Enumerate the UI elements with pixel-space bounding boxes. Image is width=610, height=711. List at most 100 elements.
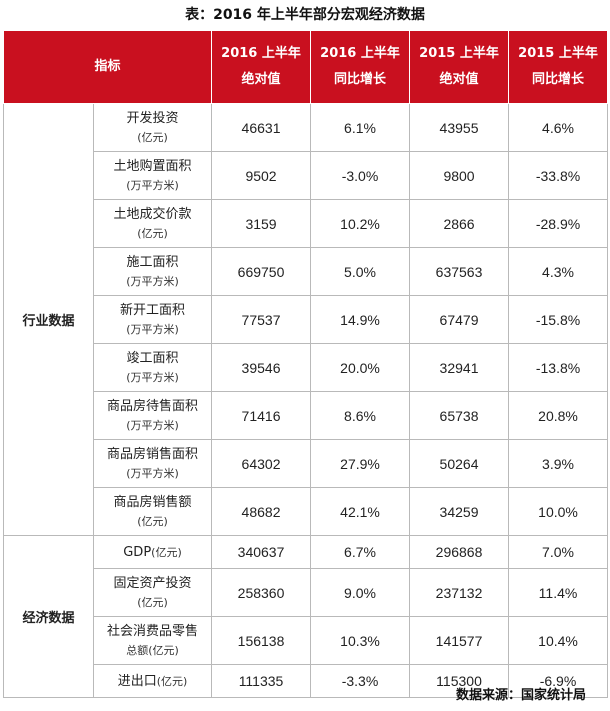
indicator-unit: (万平方米) bbox=[126, 466, 179, 480]
value-cell-g2015: 20.8% bbox=[508, 391, 609, 440]
value-cell-g2016: 27.9% bbox=[310, 439, 411, 488]
indicator-cell: 固定资产投资 (亿元) bbox=[92, 568, 213, 617]
value-cell-g2015: 3.9% bbox=[508, 439, 609, 488]
value-cell-v2015: 50264 bbox=[409, 439, 510, 488]
table-row: 固定资产投资 (亿元) 258360 9.0% 237132 11.4% bbox=[4, 568, 609, 617]
table-row: 新开工面积 (万平方米) 77537 14.9% 67479 -15.8% bbox=[4, 295, 609, 344]
table-body: 行业数据 开发投资 (亿元) 46631 6.1% 43955 4.6% 土地购置面积 (万平方… bbox=[3, 103, 609, 698]
indicator-unit: (万平方米) bbox=[126, 418, 179, 432]
header-indicator: 指标 bbox=[2, 30, 213, 104]
value-cell-g2015: -13.8% bbox=[508, 343, 609, 392]
table-row: 土地成交价款 (亿元) 3159 10.2% 2866 -28.9% bbox=[4, 199, 609, 248]
header-2015-growth: 2015 上半年 同比增长 bbox=[508, 30, 609, 104]
indicator-name: 固定资产投资 bbox=[113, 575, 192, 591]
indicator-unit: (亿元) bbox=[137, 130, 168, 144]
value-cell-v2015: 34259 bbox=[409, 487, 510, 536]
indicator-unit: (万平方米) bbox=[126, 178, 179, 192]
indicator-cell: 土地购置面积 (万平方米) bbox=[92, 151, 213, 200]
value-cell-g2016: 5.0% bbox=[310, 247, 411, 296]
indicator-name: 商品房销售面积 bbox=[107, 446, 199, 462]
value-cell-v2016: 156138 bbox=[211, 616, 312, 665]
value-cell-g2016: 8.6% bbox=[310, 391, 411, 440]
indicator-name: 土地购置面积 bbox=[113, 158, 192, 174]
table-row: 竣工面积 (万平方米) 39546 20.0% 32941 -13.8% bbox=[4, 343, 609, 392]
value-cell-v2016: 258360 bbox=[211, 568, 312, 617]
table-row: 社会消费品零售 总额(亿元) 156138 10.3% 141577 10.4% bbox=[4, 616, 609, 665]
table-row: 施工面积 (万平方米) 669750 5.0% 637563 4.3% bbox=[4, 247, 609, 296]
value-cell-v2016: 48682 bbox=[211, 487, 312, 536]
value-cell-v2016: 340637 bbox=[211, 535, 312, 569]
value-cell-v2015: 637563 bbox=[409, 247, 510, 296]
indicator-cell: 商品房销售面积 (万平方米) bbox=[92, 439, 213, 488]
header-2015-absolute: 2015 上半年 绝对值 bbox=[409, 30, 510, 104]
value-cell-v2015: 141577 bbox=[409, 616, 510, 665]
indicator-name: 进出口 bbox=[117, 673, 157, 689]
indicator-unit: (亿元) bbox=[156, 674, 188, 688]
value-cell-g2016: 42.1% bbox=[310, 487, 411, 536]
indicator-unit: (万平方米) bbox=[126, 322, 179, 336]
indicator-unit: (亿元) bbox=[137, 595, 168, 609]
value-cell-g2016: 9.0% bbox=[310, 568, 411, 617]
indicator-name: 施工面积 bbox=[126, 254, 179, 270]
indicator-cell: 竣工面积 (万平方米) bbox=[92, 343, 213, 392]
table-row: 经济数据 GDP(亿元) 340637 6.7% 296868 7.0% bbox=[3, 535, 609, 698]
value-cell-g2016: 6.7% bbox=[310, 535, 411, 569]
value-cell-v2016: 39546 bbox=[211, 343, 312, 392]
indicator-name: 开发投资 bbox=[126, 110, 179, 126]
indicator-unit: (亿元) bbox=[137, 226, 168, 240]
value-cell-g2016: 20.0% bbox=[310, 343, 411, 392]
value-cell-g2016: 6.1% bbox=[310, 103, 411, 152]
indicator-cell: 进出口(亿元) bbox=[92, 664, 213, 698]
indicator-cell: GDP(亿元) bbox=[92, 535, 213, 569]
value-cell-v2016: 77537 bbox=[211, 295, 312, 344]
value-cell-g2015: 10.0% bbox=[508, 487, 609, 536]
indicator-cell: 施工面积 (万平方米) bbox=[92, 247, 213, 296]
group-label-industry: 行业数据 bbox=[3, 103, 94, 536]
indicator-name: 新开工面积 bbox=[120, 302, 186, 318]
value-cell-v2015: 67479 bbox=[409, 295, 510, 344]
indicator-name: 商品房待售面积 bbox=[107, 398, 199, 414]
value-cell-g2015: 11.4% bbox=[508, 568, 609, 617]
value-cell-v2016: 71416 bbox=[211, 391, 312, 440]
value-cell-v2016: 111335 bbox=[211, 664, 312, 698]
table-row: 商品房销售面积 (万平方米) 64302 27.9% 50264 3.9% bbox=[4, 439, 609, 488]
value-cell-v2015: 115300 bbox=[409, 664, 510, 698]
header-row: 指标 2016 上半年 绝对值 2016 上半年 同比增长 2015 上半年 绝… bbox=[2, 30, 609, 104]
value-cell-g2015: 7.0% bbox=[508, 535, 609, 569]
value-cell-v2015: 9800 bbox=[409, 151, 510, 200]
indicator-name: 商品房销售额 bbox=[113, 494, 192, 510]
macro-data-table: 指标 2016 上半年 绝对值 2016 上半年 同比增长 2015 上半年 绝… bbox=[2, 30, 609, 698]
table-row: 商品房销售额 (亿元) 48682 42.1% 34259 10.0% bbox=[4, 487, 609, 536]
group-label-economy: 经济数据 bbox=[3, 535, 94, 698]
value-cell-g2015: -6.9% bbox=[508, 664, 609, 698]
table-row: 商品房待售面积 (万平方米) 71416 8.6% 65738 20.8% bbox=[4, 391, 609, 440]
header-line: 绝对值 bbox=[241, 72, 281, 87]
header-line: 绝对值 bbox=[439, 72, 479, 87]
table-title: 表：2016 年上半年部分宏观经济数据 bbox=[185, 7, 425, 23]
table-row: 进出口(亿元) 111335 -3.3% 115300 -6.9% bbox=[4, 664, 609, 698]
indicator-cell: 社会消费品零售 总额(亿元) bbox=[92, 616, 213, 665]
value-cell-g2015: -28.9% bbox=[508, 199, 609, 248]
indicator-unit: (万平方米) bbox=[126, 274, 179, 288]
header-line: 2015 上半年 bbox=[518, 46, 598, 61]
value-cell-g2015: -15.8% bbox=[508, 295, 609, 344]
value-cell-v2016: 9502 bbox=[211, 151, 312, 200]
header-line: 同比增长 bbox=[334, 72, 387, 87]
value-cell-v2015: 2866 bbox=[409, 199, 510, 248]
indicator-cell: 商品房待售面积 (万平方米) bbox=[92, 391, 213, 440]
table-row: 土地购置面积 (万平方米) 9502 -3.0% 9800 -33.8% bbox=[4, 151, 609, 200]
header-2016-absolute: 2016 上半年 绝对值 bbox=[211, 30, 312, 104]
indicator-name: GDP bbox=[123, 544, 152, 560]
header-line: 2016 上半年 bbox=[320, 46, 400, 61]
value-cell-g2015: -33.8% bbox=[508, 151, 609, 200]
indicator-unit: (亿元) bbox=[137, 514, 168, 528]
indicator-name: 社会消费品零售 bbox=[107, 623, 199, 639]
value-cell-v2016: 669750 bbox=[211, 247, 312, 296]
value-cell-g2016: 10.3% bbox=[310, 616, 411, 665]
indicator-cell: 开发投资 (亿元) bbox=[92, 103, 213, 152]
indicator-unit: (亿元) bbox=[151, 545, 182, 559]
value-cell-v2015: 43955 bbox=[409, 103, 510, 152]
indicator-name: 竣工面积 bbox=[126, 350, 179, 366]
header-2016-growth: 2016 上半年 同比增长 bbox=[310, 30, 411, 104]
